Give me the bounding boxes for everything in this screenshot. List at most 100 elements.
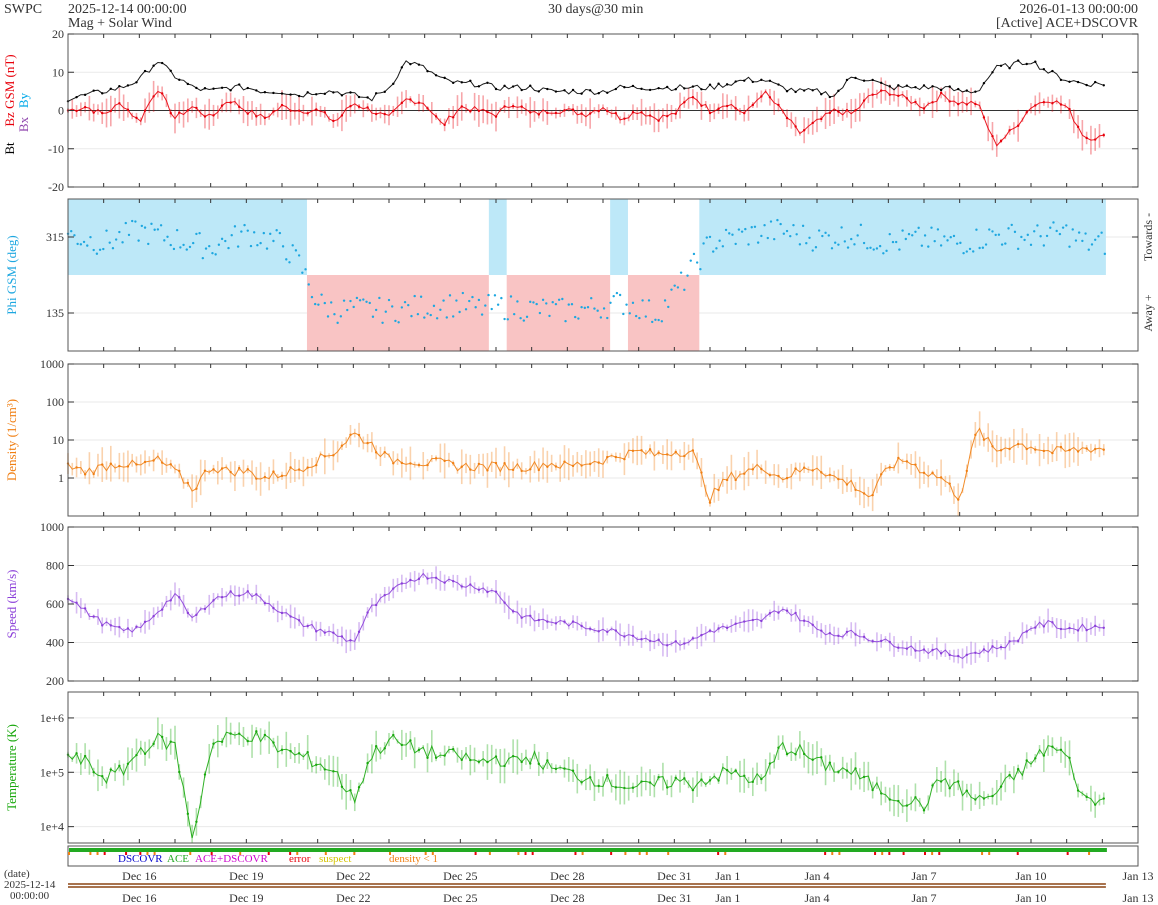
bz-point xyxy=(1085,136,1088,140)
temperature-point xyxy=(212,742,215,745)
phi-point xyxy=(830,247,834,250)
phi-point xyxy=(95,252,99,255)
speed-point xyxy=(897,646,900,649)
phi-point xyxy=(79,243,83,246)
quality-flag-mark xyxy=(296,852,299,855)
speed-point xyxy=(794,611,797,615)
phi-point xyxy=(545,302,548,305)
bt-point xyxy=(143,69,147,73)
density-point xyxy=(854,488,857,491)
temperature-point xyxy=(460,758,463,762)
temperature-point xyxy=(974,798,977,801)
quality-flag-mark xyxy=(610,852,613,855)
bz-point xyxy=(1042,101,1046,104)
bt-point xyxy=(323,92,326,96)
bz-point xyxy=(725,104,729,108)
bz-point xyxy=(246,112,249,115)
bt-point xyxy=(597,91,600,95)
bz-point xyxy=(683,101,686,104)
phi-point xyxy=(127,233,131,237)
phi-point xyxy=(464,308,468,311)
phi-point xyxy=(981,246,985,249)
temperature-point xyxy=(760,777,763,781)
bt-point xyxy=(751,80,754,84)
phi-point xyxy=(1090,243,1094,246)
y-tick-label: 400 xyxy=(46,636,64,650)
bt-point xyxy=(991,71,994,74)
bz-point xyxy=(640,111,643,114)
phi-point xyxy=(326,315,330,318)
speed-point xyxy=(340,635,344,638)
temperature-point xyxy=(75,752,78,755)
bt-point xyxy=(871,78,874,82)
phi-point xyxy=(708,235,712,239)
density-point xyxy=(529,468,532,471)
phi-point xyxy=(763,224,766,227)
bz-point xyxy=(717,107,720,110)
temperature-point xyxy=(777,746,780,749)
phi-point xyxy=(365,300,368,303)
phi-point xyxy=(904,237,908,241)
density-point xyxy=(195,487,198,490)
phi-point xyxy=(342,299,346,302)
phi-point xyxy=(1042,244,1046,247)
phi-point xyxy=(468,299,471,303)
phi-point xyxy=(458,310,461,314)
bz-point xyxy=(648,114,652,117)
y-tick-label: 0 xyxy=(58,104,64,118)
y-axis-label: Temperature (K) xyxy=(4,724,19,811)
speed-point xyxy=(434,576,438,579)
phi-point xyxy=(1029,243,1033,247)
speed-point xyxy=(400,582,404,585)
phi-point xyxy=(509,295,513,298)
y-tick-label: -10 xyxy=(48,142,64,156)
phi-point xyxy=(240,230,243,233)
bz-point xyxy=(315,108,318,111)
x-tick-label: Jan 7 xyxy=(912,869,937,883)
bt-point xyxy=(957,87,960,91)
bz-point xyxy=(991,134,994,138)
temperature-point xyxy=(135,753,138,757)
bt-point xyxy=(965,89,968,92)
temperature-point xyxy=(785,752,789,756)
speed-point xyxy=(520,616,523,619)
phi-point xyxy=(516,300,519,303)
phi-point xyxy=(557,298,561,301)
speed-point xyxy=(931,648,934,652)
y-axis-label-bx: Bx xyxy=(16,116,31,132)
phi-point xyxy=(124,221,127,225)
x-tick-label: Jan 13 xyxy=(1123,869,1154,883)
bz-point xyxy=(811,121,814,125)
density-point xyxy=(443,459,446,463)
x-axis-label: (date) xyxy=(4,868,30,880)
source-label: SWPC xyxy=(4,2,43,17)
phi-point xyxy=(182,243,185,247)
quality-flag-mark xyxy=(324,852,327,855)
quality-flag-mark xyxy=(89,852,92,855)
density-point xyxy=(494,461,498,465)
bz-point xyxy=(152,95,155,98)
temperature-point xyxy=(931,784,934,787)
phi-point xyxy=(615,291,619,295)
phi-point xyxy=(384,310,387,313)
phi-point xyxy=(554,302,558,306)
bz-point xyxy=(931,101,934,104)
phi-point xyxy=(445,316,448,319)
phi-point xyxy=(349,299,352,303)
x-tick-label: Dec 28 xyxy=(550,869,584,883)
temperature-point xyxy=(323,768,326,771)
bz-point xyxy=(888,93,891,96)
speed-point xyxy=(92,615,95,618)
bt-point xyxy=(1051,69,1054,73)
quality-flag-mark xyxy=(874,852,877,855)
away-sector-band xyxy=(306,275,489,351)
bz-point xyxy=(426,107,429,110)
speed-point xyxy=(974,651,977,654)
temperature-point xyxy=(392,733,395,737)
density-point xyxy=(101,463,104,466)
density-point xyxy=(126,465,130,468)
speed-point xyxy=(1034,626,1037,629)
bz-point xyxy=(383,112,386,116)
bt-point xyxy=(203,87,207,90)
phi-point xyxy=(580,305,583,309)
